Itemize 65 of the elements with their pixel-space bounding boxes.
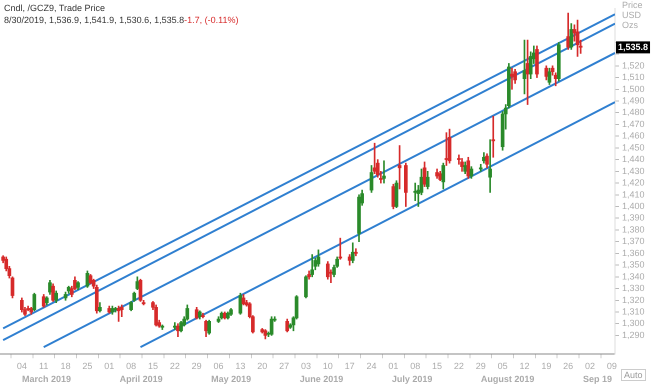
x-tick-label: 29 — [192, 361, 202, 372]
x-tick-label: 08 — [126, 361, 136, 372]
y-tick-label: 1,480 — [622, 107, 645, 118]
x-tick-label: 19 — [541, 361, 552, 372]
y-tick-label: 1,460 — [622, 130, 645, 141]
text: April 2019 — [120, 374, 163, 385]
y-tick-label: 1,490 — [622, 95, 645, 106]
x-tick-label: 06 — [214, 361, 224, 372]
x-tick-label: 27 — [279, 361, 290, 372]
y-tick-label: 1,330 — [622, 283, 645, 294]
y-tick-label: 1,320 — [622, 294, 645, 305]
x-tick-label: 15 — [148, 361, 158, 372]
x-tick-label: 13 — [235, 361, 246, 372]
y-tick-label: 1,440 — [622, 154, 645, 164]
text: Auto — [621, 369, 646, 381]
x-tick-label: 12 — [519, 361, 530, 372]
x-tick-label: 10 — [322, 361, 333, 372]
x-tick-label: 05 — [498, 361, 508, 372]
x-tick-label: 26 — [563, 361, 574, 372]
x-tick-label: 15 — [432, 361, 442, 372]
x-tick-label: 18 — [60, 361, 71, 372]
x-tick-label: 03 — [300, 361, 311, 372]
text: July 2019 — [392, 374, 432, 385]
y-tick-label: 1,340 — [622, 271, 645, 282]
y-tick-label: 1,290 — [622, 330, 645, 340]
y-tick-label: 1,390 — [622, 212, 645, 223]
y-tick-label: 1,350 — [622, 260, 645, 270]
text: August 2019 — [480, 374, 534, 385]
y-tick-label: 1,470 — [622, 118, 645, 129]
x-tick-label: 20 — [257, 361, 268, 372]
chart-title: Cndl, /GCZ9, Trade Price — [4, 2, 106, 14]
y-tick-label: 1,380 — [622, 224, 645, 234]
y-tick-label: 1,410 — [622, 189, 645, 200]
text: March 2019 — [22, 374, 72, 385]
text: 8/30/2019, 1,536.9, 1,541.9, 1,530.6, 1,535.8 — [4, 15, 184, 25]
y-tick-label: 1,400 — [622, 200, 645, 211]
y-tick-label: 1,310 — [622, 306, 645, 316]
y-tick-label: 1,430 — [622, 166, 645, 176]
y-tick-label: 1,300 — [622, 318, 645, 328]
text: June 2019 — [300, 374, 344, 385]
x-tick-label: 01 — [388, 361, 398, 372]
x-tick-label: 29 — [476, 361, 486, 372]
text: May 2019 — [211, 374, 252, 385]
x-tick-label: 11 — [39, 361, 48, 372]
y-tick-label: 1,420 — [622, 178, 645, 188]
y-tick-label: 1,370 — [622, 236, 645, 246]
y-tick-label: 1,450 — [622, 142, 645, 152]
x-tick-label: 04 — [16, 361, 27, 372]
x-tick-label: 08 — [410, 361, 420, 372]
y-tick-label: 1,520 — [622, 60, 645, 70]
y-tick-label: 1,510 — [622, 72, 645, 82]
y-tick-label: 1,360 — [622, 248, 645, 258]
y-tick-label: 1,500 — [622, 84, 645, 94]
text: Sep 19 — [582, 374, 612, 385]
x-tick-label: 17 — [344, 361, 355, 372]
y-axis-title: Price USD Ozs — [622, 0, 643, 30]
x-tick-label: 02 — [585, 361, 596, 372]
x-tick-label: 22 — [454, 361, 464, 372]
x-tick-label: 01 — [104, 361, 114, 372]
x-tick-label: 24 — [366, 361, 377, 372]
annotation: 1,535.8 — [618, 42, 648, 52]
annotation: -1.7, (-0.11%) — [184, 15, 239, 25]
x-tick-label: 09 — [606, 361, 617, 372]
x-tick-label: 25 — [82, 361, 92, 372]
x-tick-label: 22 — [170, 361, 180, 372]
